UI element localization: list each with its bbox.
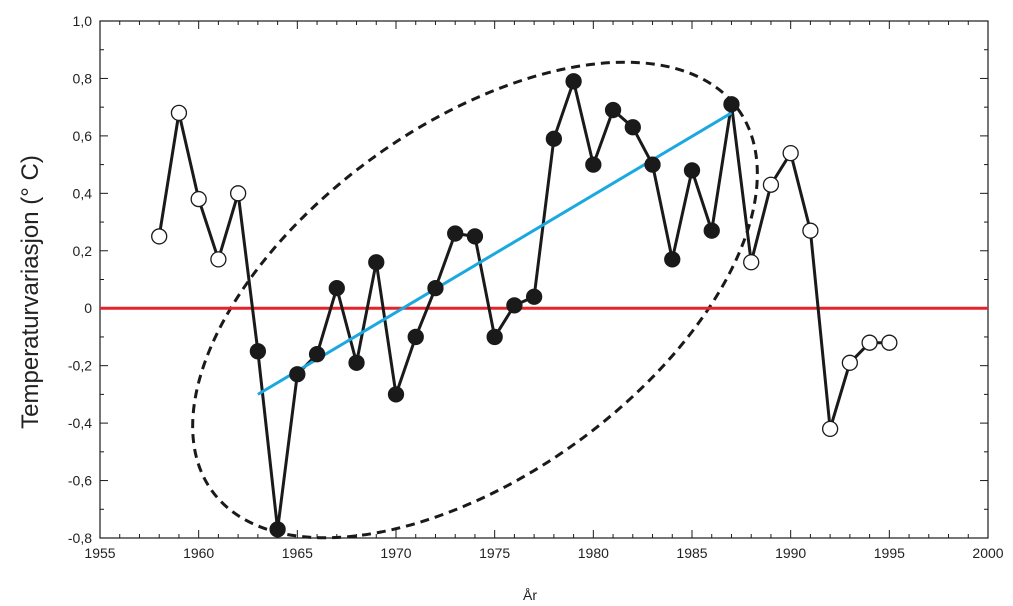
data-point-open xyxy=(763,177,778,192)
data-point-open xyxy=(171,105,186,120)
y-tick-label: 0 xyxy=(84,300,92,316)
data-point-filled xyxy=(448,226,463,241)
data-point-open xyxy=(882,335,897,350)
series-line xyxy=(159,81,889,529)
y-tick-label: -0,4 xyxy=(68,415,92,431)
data-point-filled xyxy=(487,329,502,344)
highlight-ellipse xyxy=(109,0,841,606)
data-point-open xyxy=(211,252,226,267)
data-point-filled xyxy=(408,329,423,344)
data-point-filled xyxy=(467,229,482,244)
data-point-open xyxy=(744,255,759,270)
data-point-open xyxy=(842,355,857,370)
y-tick-label: -0,2 xyxy=(68,358,92,374)
plot-frame xyxy=(100,21,988,538)
y-tick-label: 0,6 xyxy=(73,128,93,144)
data-point-filled xyxy=(546,131,561,146)
x-tick-label: 1980 xyxy=(578,545,609,561)
data-point-open xyxy=(803,223,818,238)
data-point-open xyxy=(862,335,877,350)
data-point-open xyxy=(783,146,798,161)
y-tick-label: -0,8 xyxy=(68,530,92,546)
data-point-filled xyxy=(349,355,364,370)
data-point-filled xyxy=(389,387,404,402)
data-point-filled xyxy=(290,367,305,382)
x-tick-label: 1985 xyxy=(676,545,707,561)
data-point-filled xyxy=(270,522,285,537)
data-point-filled xyxy=(428,281,443,296)
x-tick-label: 2000 xyxy=(972,545,1003,561)
data-point-filled xyxy=(369,255,384,270)
data-point-filled xyxy=(665,252,680,267)
data-point-open xyxy=(231,186,246,201)
data-point-filled xyxy=(625,120,640,135)
data-point-open xyxy=(191,192,206,207)
x-tick-label: 1955 xyxy=(84,545,115,561)
y-tick-label: 1,0 xyxy=(73,13,93,29)
data-point-filled xyxy=(329,281,344,296)
data-point-filled xyxy=(685,163,700,178)
data-point-open xyxy=(152,229,167,244)
y-tick-label: 0,4 xyxy=(73,185,93,201)
data-point-filled xyxy=(566,74,581,89)
y-tick-label: 0,2 xyxy=(73,243,93,259)
y-axis-title: Temperaturvariasjon (° C) xyxy=(17,155,44,429)
data-point-filled xyxy=(724,97,739,112)
data-point-filled xyxy=(586,157,601,172)
x-axis-title: År xyxy=(523,587,537,603)
x-tick-label: 1995 xyxy=(874,545,905,561)
x-tick-label: 1975 xyxy=(479,545,510,561)
data-point-filled xyxy=(704,223,719,238)
x-tick-label: 1965 xyxy=(282,545,313,561)
data-point-filled xyxy=(507,298,522,313)
x-tick-label: 1960 xyxy=(183,545,214,561)
x-tick-label: 1990 xyxy=(775,545,806,561)
y-tick-label: 0,8 xyxy=(73,70,93,86)
y-tick-label: -0,6 xyxy=(68,473,92,489)
data-point-open xyxy=(823,421,838,436)
data-point-filled xyxy=(645,157,660,172)
data-point-filled xyxy=(310,347,325,362)
data-point-filled xyxy=(250,344,265,359)
x-tick-label: 1970 xyxy=(380,545,411,561)
data-point-filled xyxy=(527,289,542,304)
data-point-filled xyxy=(606,103,621,118)
trend-line xyxy=(258,113,732,394)
